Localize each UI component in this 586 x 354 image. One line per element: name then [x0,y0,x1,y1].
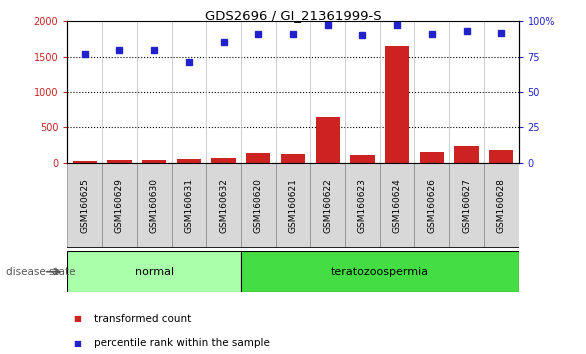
Bar [380,163,414,248]
Bar [311,163,345,248]
Text: ■: ■ [73,339,81,348]
Bar [177,159,201,163]
Text: GSM160631: GSM160631 [185,178,193,233]
Text: GSM160620: GSM160620 [254,178,263,233]
Text: percentile rank within the sample: percentile rank within the sample [94,338,270,348]
Text: GSM160629: GSM160629 [115,178,124,233]
Text: GSM160627: GSM160627 [462,178,471,233]
Text: normal: normal [135,267,173,277]
Text: teratozoospermia: teratozoospermia [331,267,429,277]
Bar [454,146,479,163]
Text: GSM160632: GSM160632 [219,178,228,233]
Text: GSM160626: GSM160626 [427,178,437,233]
Bar [449,163,484,248]
Text: GSM160622: GSM160622 [323,178,332,233]
Text: GDS2696 / GI_21361999-S: GDS2696 / GI_21361999-S [205,9,381,22]
Bar [206,163,241,248]
Bar [275,163,311,248]
Bar [316,117,340,163]
Bar [281,154,305,163]
Bar [73,161,97,163]
Bar [489,150,513,163]
Bar [241,163,275,248]
Bar [107,160,132,163]
Text: disease state: disease state [6,267,76,277]
Bar [241,251,519,292]
Bar [142,160,166,163]
Bar [172,163,206,248]
Bar [67,163,102,248]
Bar [420,152,444,163]
Bar [385,46,409,163]
Bar [414,163,449,248]
Bar [102,163,137,248]
Text: GSM160623: GSM160623 [358,178,367,233]
Bar [350,155,374,163]
Text: transformed count: transformed count [94,314,191,324]
Bar [137,163,172,248]
Text: GSM160621: GSM160621 [288,178,298,233]
Text: GSM160624: GSM160624 [393,178,401,233]
Bar [484,163,519,248]
Text: GSM160625: GSM160625 [80,178,89,233]
Bar [212,158,236,163]
Text: GSM160630: GSM160630 [149,178,159,233]
Bar [246,153,271,163]
Bar [67,251,241,292]
Bar [345,163,380,248]
Text: ■: ■ [73,314,81,323]
Text: GSM160628: GSM160628 [497,178,506,233]
